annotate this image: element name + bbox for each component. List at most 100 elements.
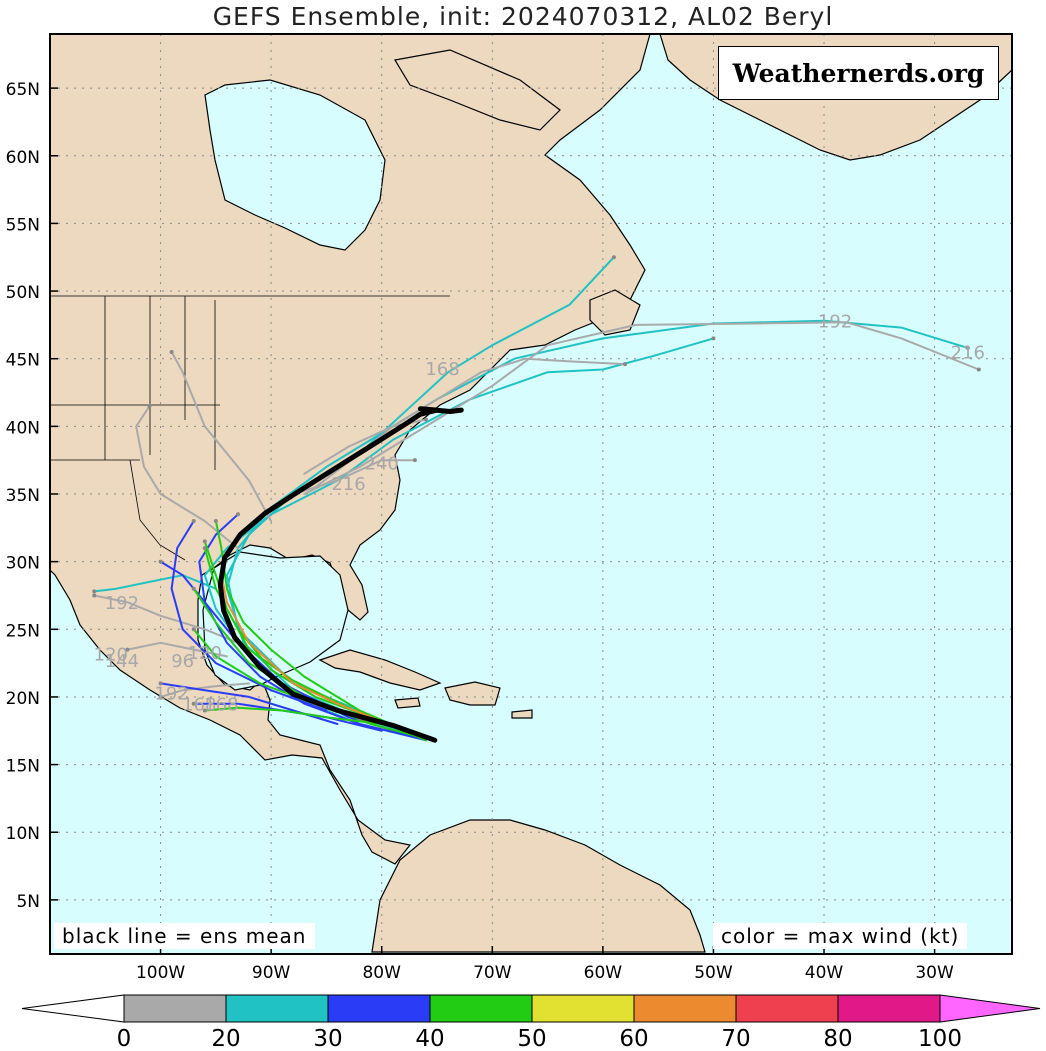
track-endpoint [147,404,152,409]
track-hour-label: 120 [188,643,222,664]
track-hour-label: 144 [105,651,139,672]
track-endpoint [976,367,981,372]
lat-tick-label: 10N [6,824,40,844]
colorbar-segment [633,994,737,1023]
track-endpoint [711,336,716,341]
hispaniola [444,681,501,706]
hudson-bay [204,79,386,251]
color-note: color = max wind (kt) [713,923,968,949]
member-track [159,682,250,698]
track-hour-label: 168 [204,694,238,715]
lon-tick-label: 30W [915,963,954,983]
track-endpoint [92,593,97,598]
lat-tick-label: 45N [6,351,40,371]
track-endpoint [191,519,196,524]
track-endpoint [92,589,97,594]
jamaica [394,697,421,709]
track-endpoint [125,647,130,652]
colorbar-tick-label: 40 [415,1026,444,1051]
lat-tick-label: 5N [16,892,40,912]
lat-tick-label: 15N [6,757,40,777]
lat-tick-label: 40N [6,418,40,438]
track-endpoint [169,349,174,354]
boundaries [50,295,450,561]
colorbar-over-arrow [939,994,1041,1023]
member-track [93,574,217,593]
track-endpoint [158,559,163,564]
lat-tick-label: 55N [6,215,40,235]
track-hour-label: 96 [171,651,194,672]
lat-tick-label: 65N [6,80,40,100]
colorbar-tick-label: 100 [918,1026,962,1051]
member-track [292,459,416,495]
track-endpoint [191,701,196,706]
south-america [371,819,706,953]
puerto-rico [511,709,533,719]
colorbar-segment [429,994,533,1023]
lat-tick-label: 60N [6,148,40,168]
cuba [318,649,442,691]
graticule [50,34,1012,954]
lon-tick-label: 100W [136,963,185,983]
track-endpoint [412,458,417,463]
track-hour-label: 240 [365,454,399,475]
track-endpoint [191,586,196,591]
baffin-island [394,49,561,131]
chart-title: GEFS Ensemble, init: 2024070312, AL02 Be… [212,2,834,31]
lat-tick-label: 35N [6,486,40,506]
track-hour-label: 192 [818,312,852,333]
colorbar-tick-label: 0 [117,1026,132,1051]
colorbar-segment [225,994,329,1023]
colorbar-tick-label: 80 [823,1026,852,1051]
lon-tick-label: 50W [694,963,733,983]
lon-tick-label: 40W [805,963,844,983]
track-hour-label: 192 [105,593,139,614]
lon-tick-label: 80W [362,963,401,983]
track-endpoint [423,417,428,422]
lat-tick-label: 30N [6,554,40,574]
lat-tick-label: 25N [6,621,40,641]
colorbar-tick-labels: 0 20 30 40 50 60 70 80 100 [117,1026,962,1051]
track-endpoint [191,627,196,632]
colorbar-segment [327,994,431,1023]
member-track [198,513,427,742]
lon-tick-label: 70W [473,963,512,983]
colorbar-tick-label: 20 [211,1026,240,1051]
colorbar-segment [531,994,635,1023]
track-hour-label: 168 [425,359,459,380]
member-track [303,321,980,495]
weathernerds-logo: Weathernerds.org [718,46,999,100]
colorbar-segment [123,994,227,1023]
ensemble-mean-track [217,406,464,743]
track-endpoint [622,362,627,367]
track-hour-label: 192 [154,684,188,705]
track-hour-label: 168 [182,694,216,715]
member-track [214,520,427,740]
member-track [135,405,239,550]
colorbar-tick-label: 30 [313,1026,342,1051]
member-track [170,350,273,523]
track-endpoint [611,255,616,260]
track-hour-label: 216 [951,343,985,364]
member-track [126,641,228,658]
track-endpoint [965,345,970,350]
track-endpoint [213,519,218,524]
colorbar-tick-label: 50 [517,1026,546,1051]
track-endpoint [158,681,163,686]
track-hour-label: 216 [331,474,365,495]
lat-tick-label: 50N [6,283,40,303]
member-track [93,594,239,644]
colorbar-tick-label: 60 [619,1026,648,1051]
lat-tick-label: 20N [6,689,40,709]
colorbar-segment [837,994,941,1023]
colorbar-segment [735,994,839,1023]
latitude-labels: 5N 10N 15N 20N 25N 30N 35N 40N 45N 50N 55N 60N 65N [6,80,58,912]
track-hour-label: 120 [94,644,128,665]
wind-colorbar [21,994,1041,1023]
member-track [170,520,328,712]
colorbar-tick-label: 70 [721,1026,750,1051]
track-endpoint [158,694,163,699]
track-endpoint [235,512,240,517]
lon-tick-label: 60W [584,963,623,983]
